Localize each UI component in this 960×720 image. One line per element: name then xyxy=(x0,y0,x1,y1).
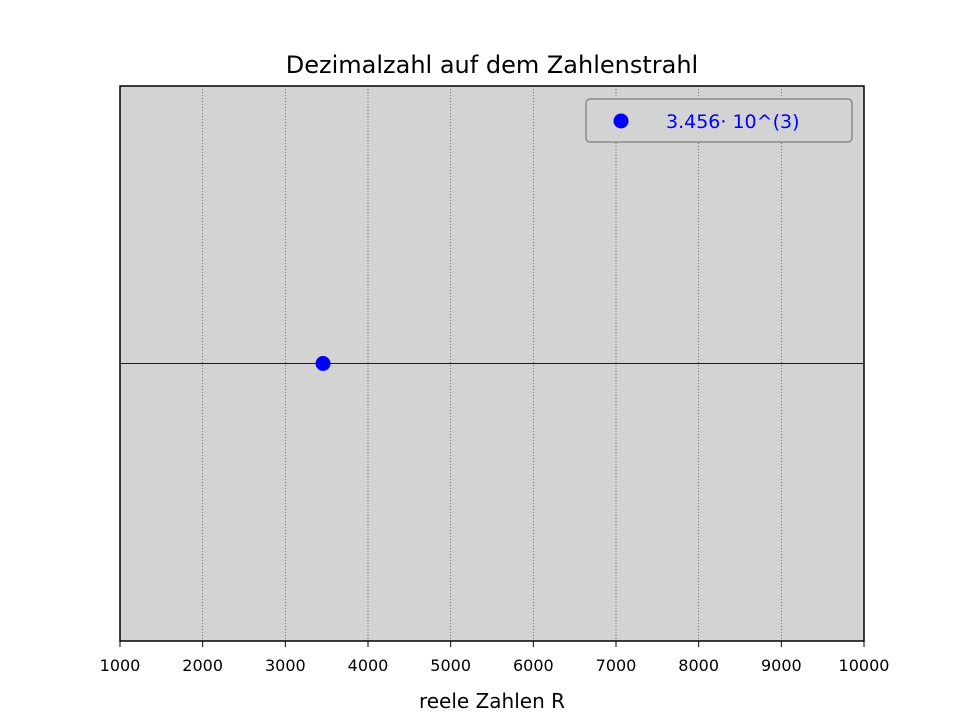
x-tick-label: 8000 xyxy=(678,656,719,675)
legend-box xyxy=(585,98,853,143)
data-point xyxy=(315,356,331,371)
x-tick-label: 6000 xyxy=(513,656,554,675)
x-axis-label: reele Zahlen R xyxy=(419,689,565,713)
x-axis-ticks: 1000 2000 3000 4000 5000 6000 7000 8000 9000 1000… xyxy=(100,641,890,675)
x-tick-label: 7000 xyxy=(596,656,637,675)
grid-lines xyxy=(202,86,782,641)
legend-label: 3.456· 10^(3) xyxy=(666,111,799,133)
x-tick-label: 2000 xyxy=(182,656,223,675)
legend: 3.456· 10^(3) xyxy=(585,98,853,143)
data-points xyxy=(315,356,331,371)
x-tick-label: 1000 xyxy=(100,656,141,675)
x-tick-label: 3000 xyxy=(265,656,306,675)
chart-title: Dezimalzahl auf dem Zahlenstrahl xyxy=(286,51,698,79)
x-tick-label: 5000 xyxy=(430,656,471,675)
legend-marker xyxy=(613,113,629,129)
plot-frame xyxy=(119,85,865,642)
x-tick-label: 4000 xyxy=(348,656,389,675)
x-tick-label: 9000 xyxy=(761,656,802,675)
x-tick-label: 10000 xyxy=(839,656,890,675)
